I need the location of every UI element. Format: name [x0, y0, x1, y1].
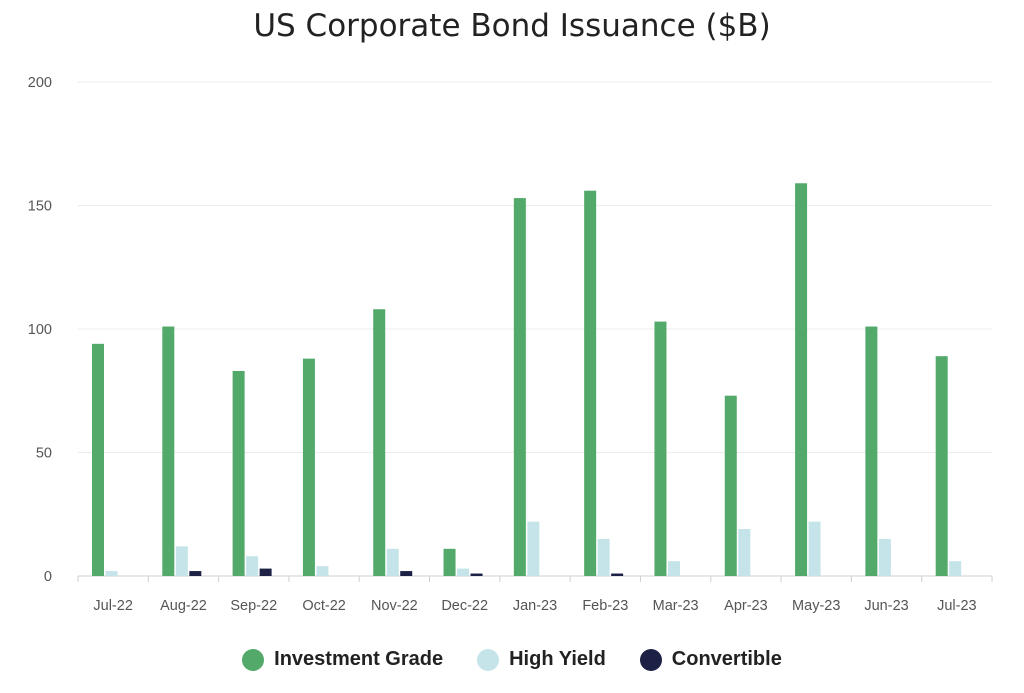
bar-high-yield[interactable]	[316, 566, 329, 576]
legend-swatch-convertible	[639, 648, 662, 671]
bar-convertible[interactable]	[470, 573, 483, 576]
x-tick-label: Dec-22	[441, 598, 488, 614]
x-tick-label: Jun-23	[864, 598, 908, 614]
legend-swatch-high-yield	[477, 648, 500, 671]
bar-convertible[interactable]	[189, 571, 202, 576]
bar-high-yield[interactable]	[738, 529, 751, 576]
bar-high-yield[interactable]	[246, 556, 259, 576]
x-tick-label: Apr-23	[724, 598, 768, 614]
bar-high-yield[interactable]	[527, 521, 540, 576]
legend-label-high-yield: High Yield	[509, 648, 606, 670]
bar-high-yield[interactable]	[105, 571, 118, 576]
bar-high-yield[interactable]	[597, 538, 610, 576]
y-tick-label: 200	[28, 75, 52, 91]
bar-investment-grade[interactable]	[302, 358, 315, 576]
y-tick-label: 0	[44, 569, 52, 585]
bar-investment-grade[interactable]	[443, 548, 456, 576]
legend-label-investment-grade: Investment Grade	[274, 648, 444, 670]
y-tick-label: 150	[28, 199, 52, 215]
bar-high-yield[interactable]	[878, 538, 891, 576]
bar-convertible[interactable]	[259, 568, 272, 576]
y-tick-label: 100	[28, 322, 52, 338]
bar-investment-grade[interactable]	[373, 309, 386, 576]
x-tick-label: Jul-23	[937, 598, 977, 614]
bar-high-yield[interactable]	[949, 561, 962, 576]
bar-high-yield[interactable]	[175, 546, 188, 576]
legend: Investment Grade High Yield Convertible	[0, 648, 1024, 671]
bar-high-yield[interactable]	[808, 521, 821, 576]
legend-label-convertible: Convertible	[671, 648, 782, 670]
bar-investment-grade[interactable]	[865, 326, 878, 576]
bar-investment-grade[interactable]	[935, 356, 948, 576]
x-tick-label: Aug-22	[160, 598, 207, 614]
bar-investment-grade[interactable]	[513, 198, 526, 576]
bar-chart: 0 50 100 150 200 Jul-22 Aug-22 Sep-22 Oct-22 Nov-…	[28, 75, 993, 614]
y-tick-label: 50	[36, 446, 52, 462]
bar-investment-grade[interactable]	[232, 370, 245, 576]
x-tick-label: Jan-23	[513, 598, 557, 614]
bar-investment-grade[interactable]	[724, 395, 737, 576]
legend-item-high-yield[interactable]: High Yield	[477, 648, 606, 671]
x-tick-label: Sep-22	[230, 598, 277, 614]
bar-convertible[interactable]	[400, 571, 413, 576]
x-tick-label: Jul-22	[93, 598, 133, 614]
x-tick-label: Oct-22	[302, 598, 346, 614]
bar-investment-grade[interactable]	[162, 326, 175, 576]
legend-item-investment-grade[interactable]: Investment Grade	[242, 648, 443, 671]
legend-item-convertible[interactable]: Convertible	[639, 648, 782, 671]
x-tick-label: Nov-22	[371, 598, 418, 614]
x-tick-label: Feb-23	[582, 598, 628, 614]
bar-investment-grade[interactable]	[584, 190, 597, 576]
x-tick-label: Mar-23	[653, 598, 699, 614]
bar-investment-grade[interactable]	[92, 343, 104, 576]
bar-convertible[interactable]	[611, 573, 624, 576]
bar-investment-grade[interactable]	[795, 183, 808, 576]
bar-high-yield[interactable]	[457, 568, 470, 576]
chart-title: US Corporate Bond Issuance ($B)	[253, 8, 771, 44]
x-tick-label: May-23	[792, 598, 840, 614]
bar-high-yield[interactable]	[667, 561, 680, 576]
bar-investment-grade[interactable]	[654, 321, 667, 576]
bar-high-yield[interactable]	[386, 548, 399, 576]
legend-swatch-investment-grade	[242, 648, 265, 671]
